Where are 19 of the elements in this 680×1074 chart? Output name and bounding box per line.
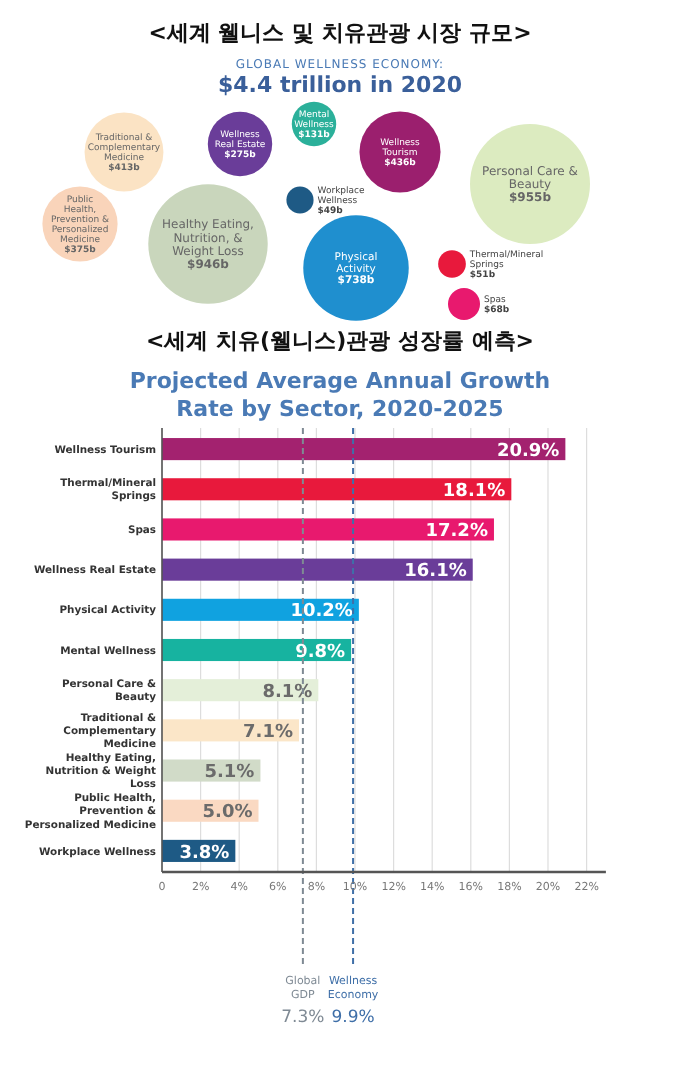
chart-title: <세계 치유(웰니스)관광 성장률 예측> <box>146 328 534 354</box>
chart-subtitle: Projected Average Annual Growth Rate by Sector, 2020-2025 <box>129 368 551 422</box>
data-label: 5.0% <box>202 803 253 824</box>
data-label: 7.1% <box>243 722 294 743</box>
data-label: 5.1% <box>204 763 255 784</box>
bar <box>162 478 512 501</box>
data-label: 10.2% <box>290 602 353 623</box>
bar <box>162 518 494 541</box>
data-label: 9.8% <box>295 642 346 663</box>
text: <세계 웰니스 및 치유관광 시장 규모> <box>148 20 532 46</box>
data-label: 20.9% <box>496 441 560 462</box>
bar <box>162 558 473 581</box>
data-label: 8.1% <box>262 682 313 703</box>
data-label: 18.1% <box>442 481 506 502</box>
data-label: 3.8% <box>179 843 230 864</box>
data-label: 17.2% <box>425 522 488 543</box>
bar <box>162 438 566 461</box>
text: $4.4 trillion in 2020 <box>218 72 463 98</box>
data-label: 16.1% <box>404 562 467 583</box>
